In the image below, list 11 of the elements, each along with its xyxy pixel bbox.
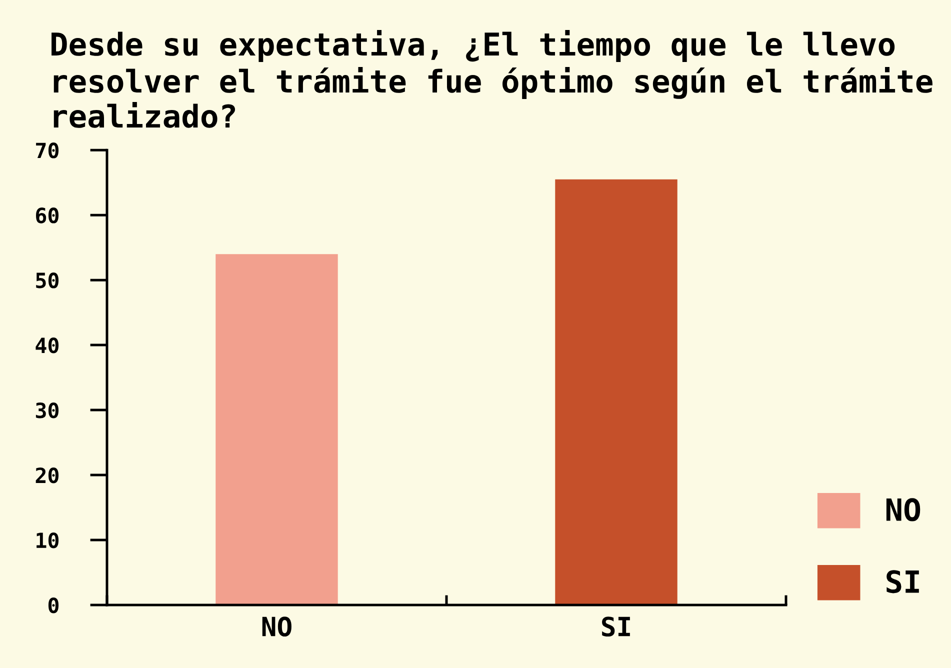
y-tick-label: 20 (36, 467, 59, 484)
y-tick-label: 10 (36, 532, 59, 548)
legend-label: NO (886, 498, 920, 522)
chart-title: Desde su expectativa, ¿El tiempo que le llevo resolver el trámite fue óptimo según el trámite realizado? (52, 30, 932, 128)
y-tick-label: 50 (36, 272, 59, 288)
y-tick-label: 60 (36, 208, 59, 224)
y-tick-label: 70 (36, 142, 59, 158)
legend-label: SI (886, 570, 919, 594)
y-tick-label: 40 (36, 338, 59, 354)
y-tick-label: 30 (36, 402, 59, 418)
y-tick-label: 0 (48, 597, 59, 614)
